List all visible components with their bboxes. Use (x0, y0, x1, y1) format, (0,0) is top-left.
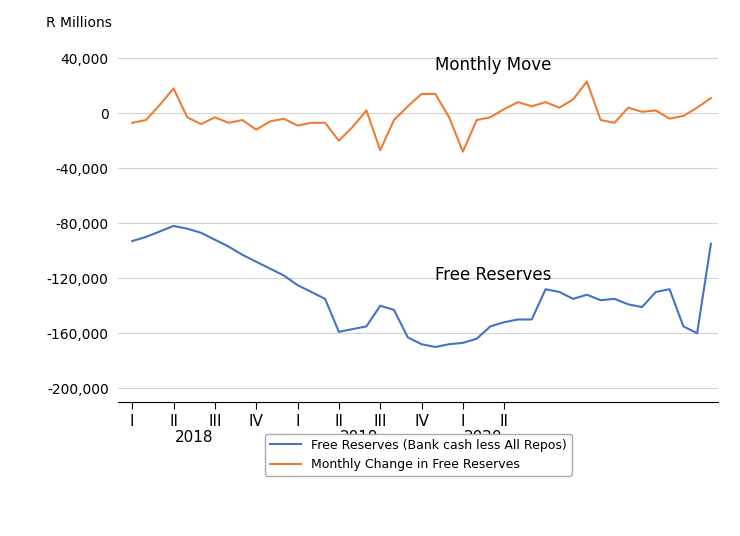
Text: Monthly Move: Monthly Move (435, 56, 552, 74)
Text: Free Reserves: Free Reserves (435, 266, 552, 285)
Text: 2018: 2018 (175, 429, 213, 444)
Text: 2019: 2019 (340, 429, 379, 444)
Legend: Free Reserves (Bank cash less All Repos), Monthly Change in Free Reserves: Free Reserves (Bank cash less All Repos)… (265, 434, 571, 476)
Text: R Millions: R Millions (47, 16, 112, 30)
Text: 2020: 2020 (464, 429, 502, 444)
